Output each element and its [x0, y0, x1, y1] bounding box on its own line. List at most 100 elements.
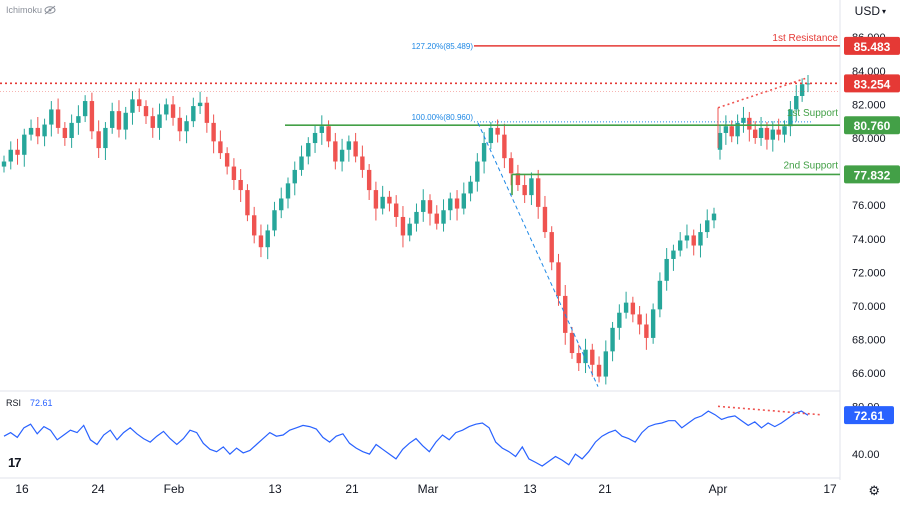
candle-body	[339, 149, 345, 162]
candle-body	[535, 178, 541, 207]
candle-body	[698, 232, 703, 246]
rsi-value-tag-label: 72.61	[854, 409, 884, 423]
level-price-tag	[844, 36, 900, 55]
candle-body	[150, 116, 155, 128]
candle-body	[764, 127, 770, 140]
candle-body	[130, 99, 135, 113]
x-tick-label: 21	[598, 482, 612, 496]
resistance-1-label: 1st Resistance	[772, 33, 838, 44]
candle-body	[245, 190, 250, 216]
candle-body	[123, 112, 128, 130]
gear-icon[interactable]: ⚙	[868, 483, 880, 498]
x-tick-label: 24	[91, 482, 105, 496]
currency-selector[interactable]: USD	[854, 4, 880, 18]
rsi-indicator-value: 72.61	[30, 398, 53, 408]
y-tick-label: 68.000	[852, 335, 886, 347]
candle-body	[664, 258, 669, 281]
rsi-tick-label: 40.00	[852, 449, 880, 461]
candle-body	[495, 127, 500, 135]
candle-body	[610, 327, 615, 352]
candle-body	[705, 220, 710, 233]
candle-body	[717, 132, 723, 150]
rsi-indicator-name[interactable]: RSI	[6, 398, 22, 408]
y-tick-label: 66.000	[852, 368, 886, 380]
candle-body	[224, 153, 230, 167]
candle-body	[89, 101, 95, 132]
x-tick-label: Mar	[418, 482, 439, 496]
candle-body	[644, 324, 649, 338]
candle-body	[650, 309, 656, 338]
candle-body	[62, 127, 68, 138]
candle-body	[441, 210, 446, 224]
candle-body	[272, 210, 277, 231]
candle-body	[671, 250, 676, 259]
candle-body	[794, 96, 799, 110]
candle-body	[454, 198, 460, 209]
y-tick-label: 72.000	[852, 267, 886, 279]
candle-body	[279, 198, 284, 211]
x-tick-label: 13	[268, 482, 282, 496]
chevron-down-icon[interactable]: ▾	[881, 7, 886, 16]
candle-body	[603, 351, 609, 377]
level-price-label: 85.483	[854, 40, 891, 54]
candle-body	[556, 262, 561, 296]
candle-body	[35, 127, 41, 137]
y-tick-label: 74.000	[852, 234, 886, 246]
eye-icon[interactable]	[44, 5, 56, 15]
candle-body	[353, 141, 358, 157]
y-tick-label: 80.000	[852, 133, 886, 145]
candle-body	[735, 122, 740, 137]
candle-body	[191, 106, 196, 122]
candle-body	[49, 109, 54, 125]
candle-body	[28, 127, 34, 135]
candle-body	[583, 349, 588, 364]
y-tick-label: 70.000	[852, 301, 886, 313]
candle-body	[569, 332, 575, 354]
candle-body	[82, 101, 88, 117]
rsi-value-tag	[844, 406, 894, 425]
candle-body	[69, 122, 74, 138]
x-tick-label: 21	[345, 482, 359, 496]
candle-body	[387, 196, 392, 204]
rsi-line	[3, 410, 809, 467]
candle-body	[549, 232, 554, 263]
candle-body	[393, 203, 399, 217]
candle-body	[15, 149, 20, 155]
candle-body	[400, 216, 406, 236]
indicator-label[interactable]: Ichimoku	[6, 5, 43, 15]
candle-body	[312, 132, 318, 144]
tradingview-logo-icon[interactable]: 17	[8, 455, 22, 470]
candle-body	[292, 169, 297, 184]
candle-body	[475, 161, 480, 182]
candle-body	[211, 122, 216, 142]
candle-body	[251, 215, 257, 236]
candle-body	[218, 141, 223, 154]
candle-body	[373, 190, 379, 209]
candle-body	[414, 211, 419, 224]
candle-body	[468, 181, 473, 194]
candle-body	[258, 235, 264, 248]
candle-body	[782, 126, 787, 135]
fib-127-label: 127.20%(85.489)	[412, 42, 474, 51]
candle-body	[103, 127, 108, 149]
candle-body	[427, 200, 433, 214]
x-tick-label: Apr	[709, 482, 728, 496]
candle-body	[184, 121, 189, 132]
candle-body	[799, 84, 805, 96]
candle-body	[630, 302, 636, 315]
candle-body	[177, 117, 183, 132]
candle-body	[360, 156, 365, 170]
x-tick-label: 16	[15, 482, 29, 496]
level-price-label: 80.760	[854, 119, 891, 133]
candle-body	[170, 104, 176, 118]
fib-trend-line	[477, 122, 599, 387]
candle-body	[8, 149, 13, 162]
candle-body	[515, 173, 521, 186]
level-price-label: 77.832	[854, 168, 891, 182]
candle-body	[285, 183, 291, 199]
candle-body	[434, 213, 439, 224]
support-2-label: 2nd Support	[784, 160, 839, 171]
x-tick-label: 13	[523, 482, 537, 496]
